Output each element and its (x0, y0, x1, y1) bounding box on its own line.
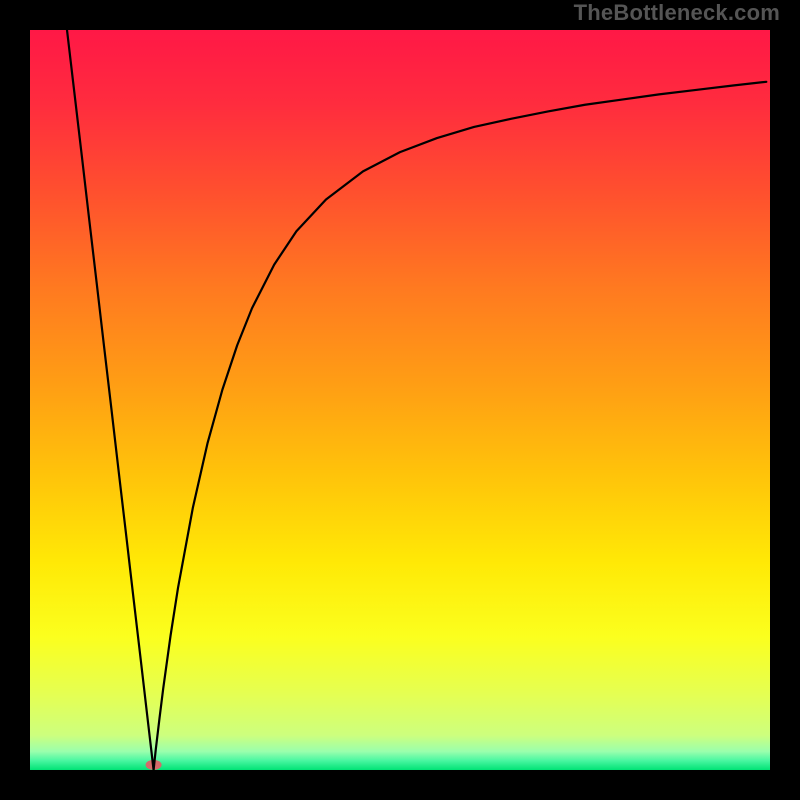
plot-area (30, 30, 770, 770)
curve-svg (30, 30, 770, 770)
bottleneck-curve (67, 30, 766, 770)
watermark-label: TheBottleneck.com (574, 0, 780, 26)
chart-root: { "watermark": { "text": "TheBottleneck.… (0, 0, 800, 800)
